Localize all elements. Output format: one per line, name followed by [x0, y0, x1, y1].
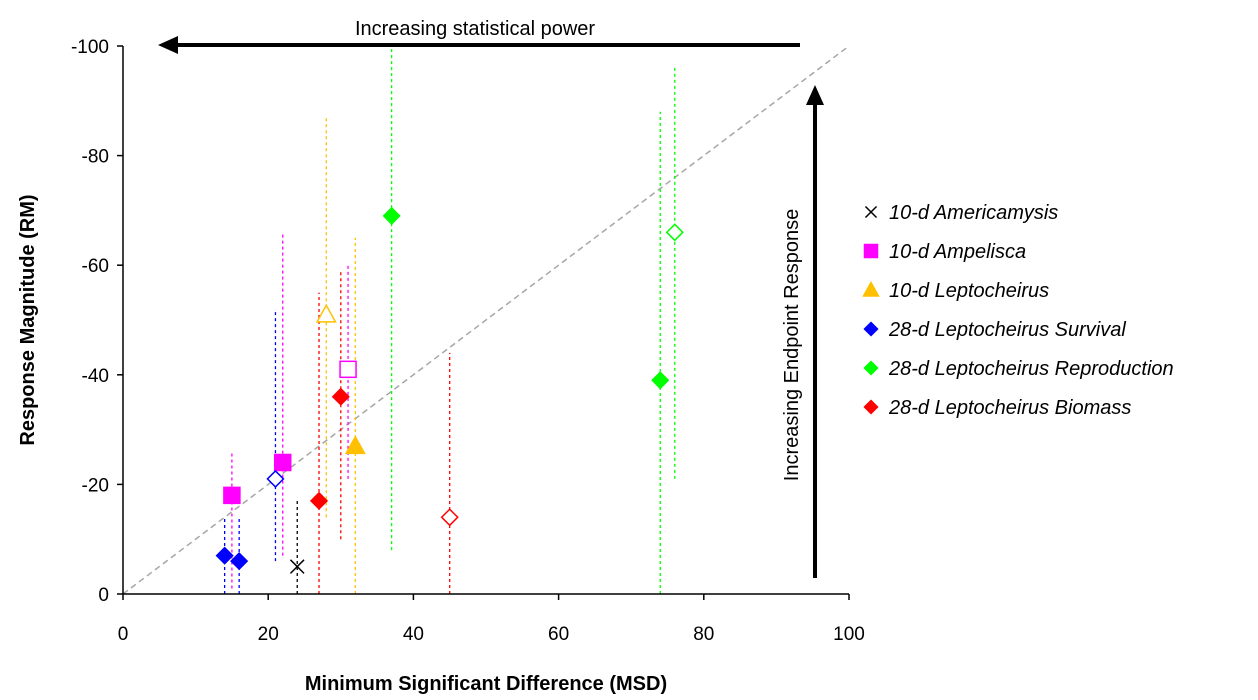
data-point	[273, 453, 292, 472]
y-tick-label: -100	[71, 37, 109, 58]
axes	[117, 45, 850, 600]
reference-line-layer	[122, 45, 850, 595]
legend-marker	[863, 321, 879, 337]
data-point	[223, 486, 241, 505]
x-tick-label: 100	[833, 624, 865, 645]
legend-marker	[863, 243, 879, 259]
data-point	[665, 223, 684, 242]
data-point	[382, 206, 401, 225]
reference-line	[122, 45, 850, 595]
data-point	[344, 435, 366, 455]
data-points	[215, 206, 684, 574]
x-tick-label: 20	[258, 624, 279, 645]
legend-marker	[864, 205, 878, 219]
x-axis-title: Minimum Significant Difference (MSD)	[305, 673, 667, 695]
power-arrow-label: Increasing statistical power	[355, 18, 595, 40]
y-axis-title: Response Magnitude (RM)	[17, 194, 39, 445]
data-point	[651, 371, 670, 390]
legend-marker	[863, 399, 879, 415]
legend-entry: 10-d Leptocheirus	[889, 280, 1049, 302]
data-point	[289, 559, 305, 574]
y-tick-label: -60	[82, 256, 109, 277]
annotation-arrows	[158, 36, 824, 578]
y-tick-label: -20	[82, 475, 109, 496]
legend-entry: 28-d Leptocheirus Survival	[888, 319, 1126, 341]
data-point	[315, 303, 337, 323]
x-tick-label: 80	[693, 624, 714, 645]
tick-labels: 0 20 40 60 80 100 0 -20 -40 -60 -80 -100	[71, 37, 865, 645]
x-marker-stroke	[289, 559, 305, 574]
data-point	[230, 552, 249, 571]
data-point	[339, 360, 357, 379]
legend-marker	[862, 280, 880, 297]
legend-entry: 28-d Leptocheirus Reproduction	[888, 358, 1174, 380]
data-point	[266, 469, 285, 488]
legend-marker	[863, 360, 879, 376]
data-point	[215, 546, 234, 565]
legend-entry: 10-d Ampelisca	[889, 241, 1026, 263]
y-tick-label: -40	[82, 366, 109, 387]
legend: 10-d Americamysis 10-d Ampelisca 10-d Lept…	[862, 202, 1174, 419]
response-arrow-head	[806, 85, 824, 105]
x-tick-label: 40	[403, 624, 424, 645]
x-tick-label: 60	[548, 624, 569, 645]
y-tick-label: 0	[98, 585, 109, 606]
data-point	[309, 491, 329, 510]
data-point	[440, 508, 459, 527]
response-arrow-label: Increasing Endpoint Response	[781, 209, 803, 481]
y-tick-label: -80	[82, 147, 109, 168]
legend-entry: 28-d Leptocheirus Biomass	[888, 397, 1131, 419]
x-marker-stroke	[864, 205, 878, 219]
data-point	[331, 387, 350, 406]
legend-entry: 10-d Americamysis	[889, 202, 1058, 224]
x-tick-label: 0	[118, 624, 129, 645]
power-arrow-head	[158, 36, 178, 54]
